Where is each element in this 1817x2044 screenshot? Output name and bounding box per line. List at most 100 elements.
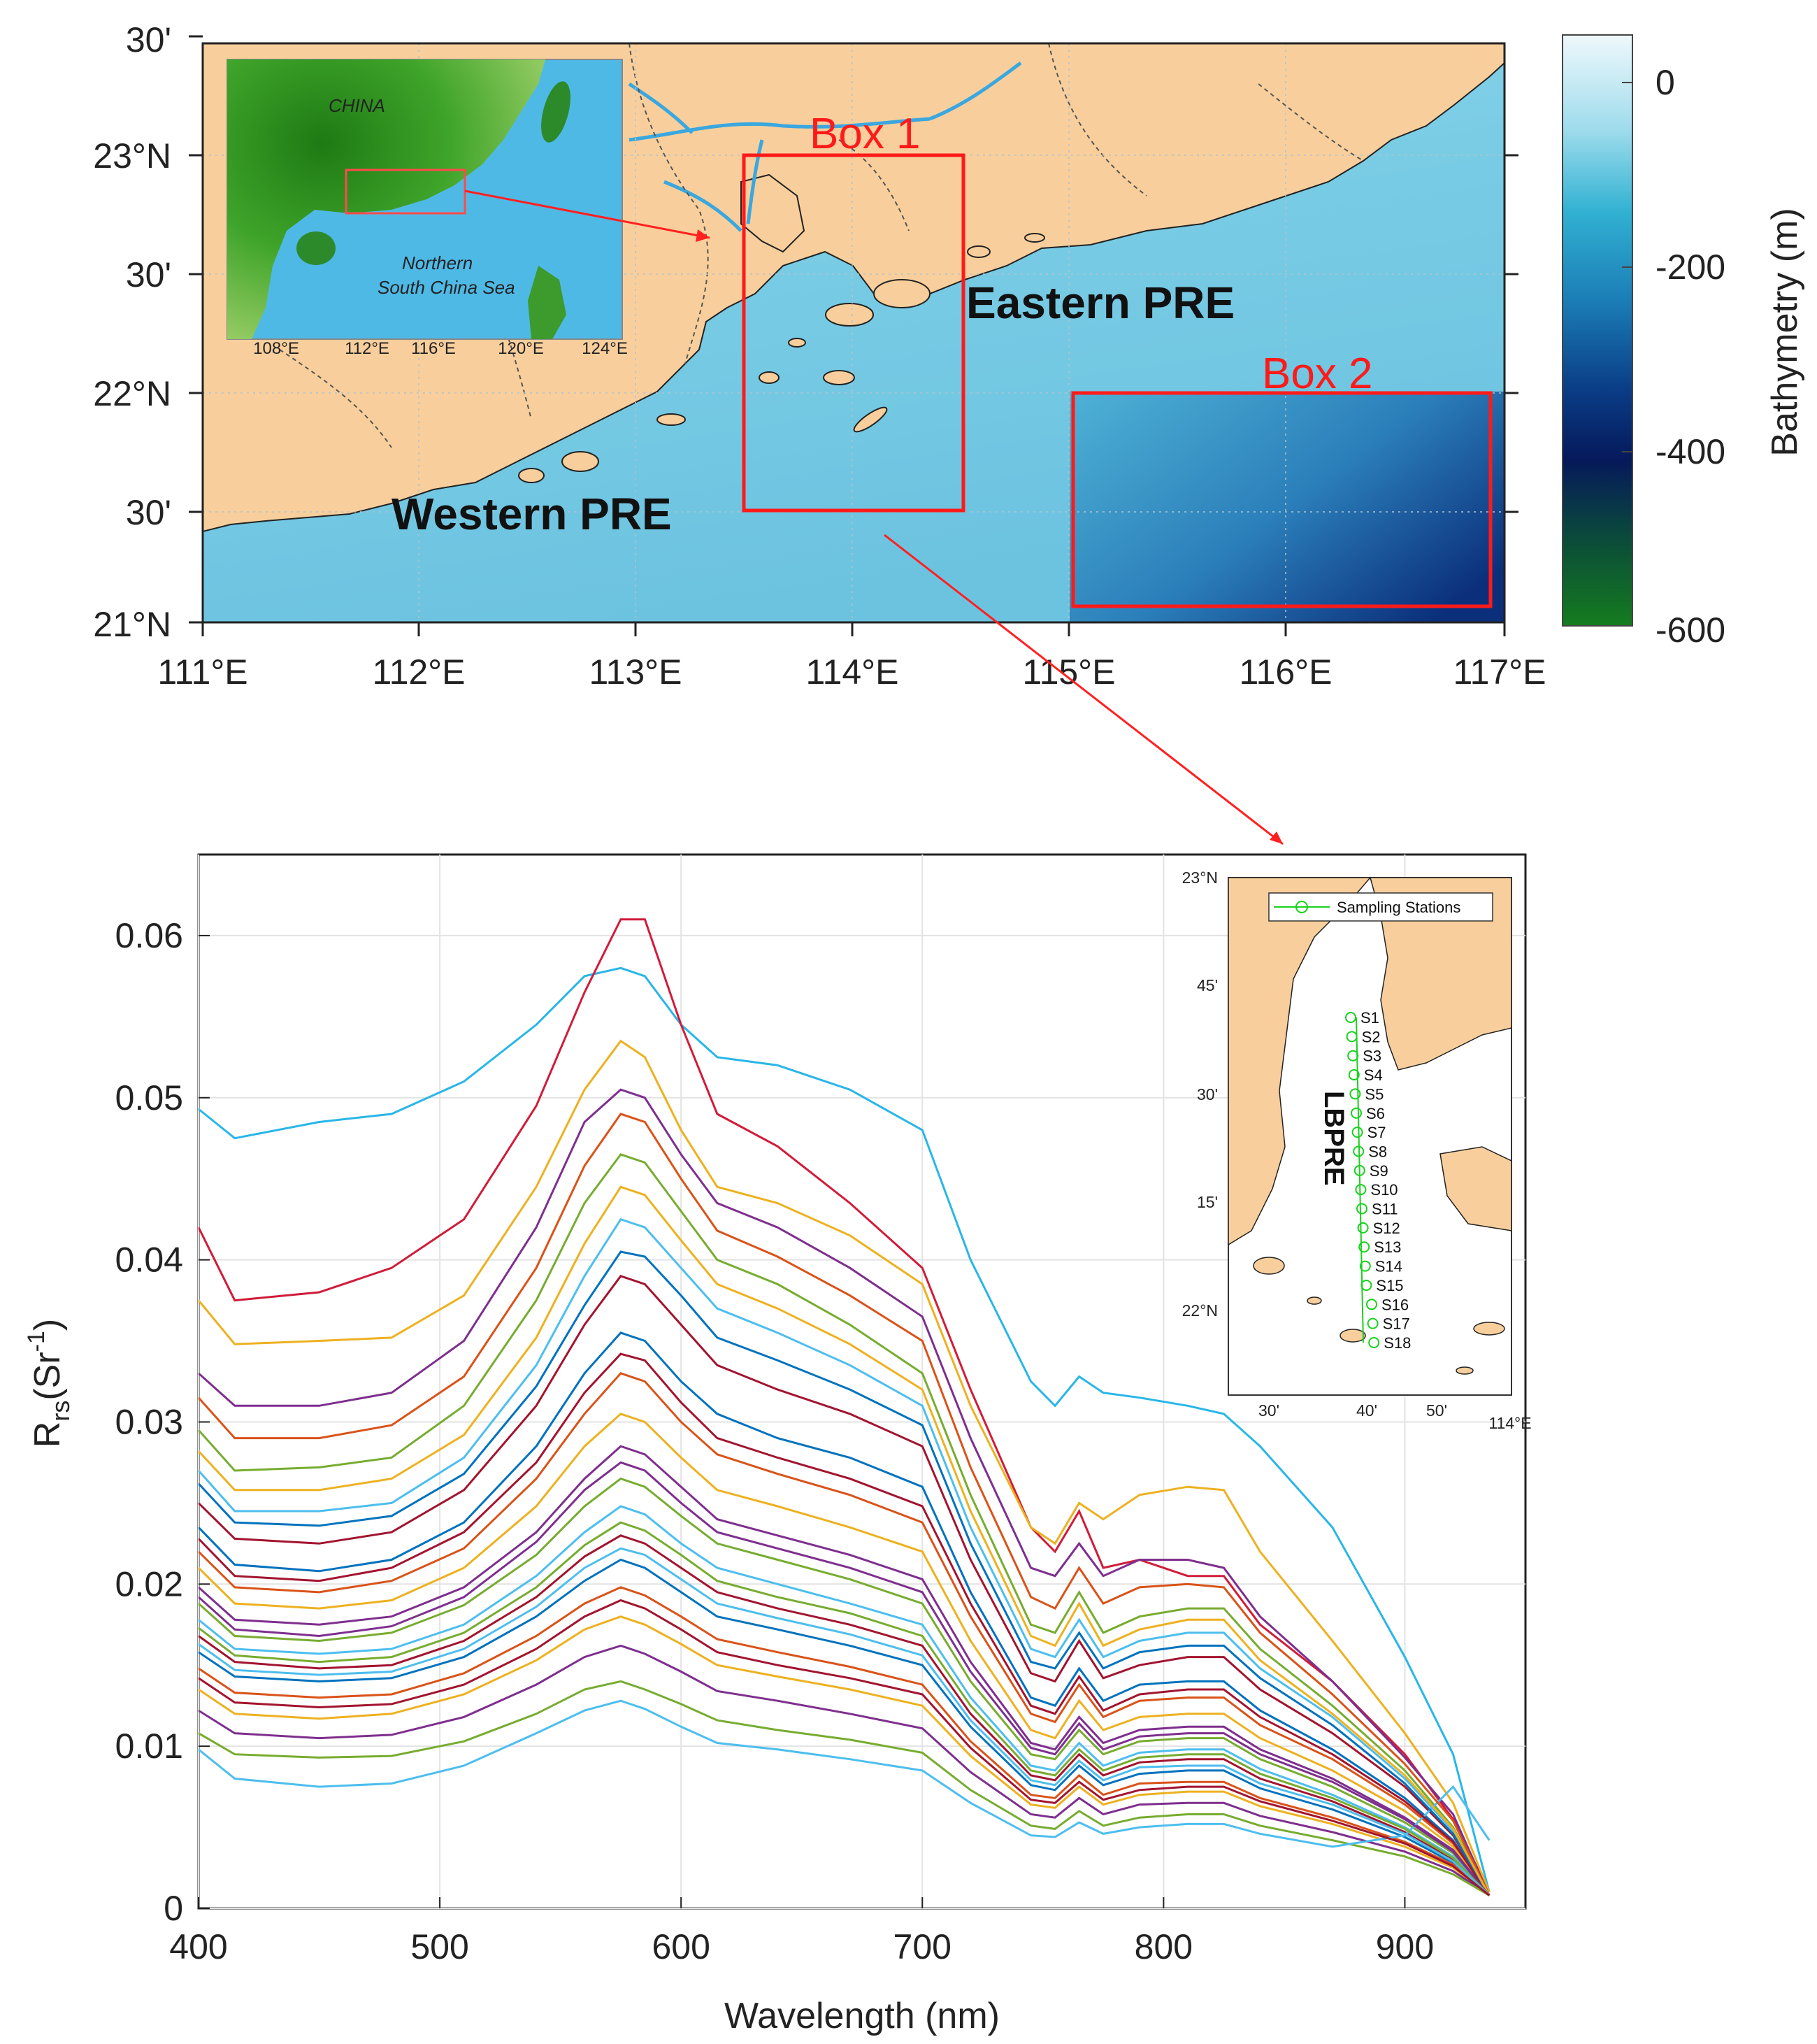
lat-tick-label: 30' bbox=[126, 493, 171, 532]
station-marker bbox=[1359, 1260, 1371, 1272]
station-marker bbox=[1353, 1164, 1365, 1176]
lon-tick-label: 112°E bbox=[372, 652, 465, 692]
spectrum-line bbox=[199, 1699, 1491, 1848]
station-label: S5 bbox=[1365, 1085, 1384, 1103]
y-tick-label: 0.01 bbox=[115, 1727, 183, 1766]
colorbar-tick-label: -600 bbox=[1656, 610, 1725, 650]
spectrum-line bbox=[199, 1547, 1491, 1896]
station-label: S18 bbox=[1384, 1334, 1411, 1352]
deep-water-area bbox=[1070, 392, 1504, 622]
inset2-lat-tick: 30' bbox=[1197, 1085, 1218, 1103]
y-tick-label: 0.02 bbox=[115, 1564, 183, 1603]
station-marker bbox=[1356, 1203, 1367, 1215]
islands bbox=[518, 233, 1045, 483]
spectrum-line bbox=[199, 1275, 1491, 1896]
colorbar-tick-label: 0 bbox=[1656, 63, 1675, 102]
box-2 bbox=[1071, 391, 1493, 608]
inset-sea-label: South China Sea bbox=[378, 277, 515, 298]
x-tick-label: 600 bbox=[652, 1927, 710, 1966]
inset2-lon-tick: 50' bbox=[1426, 1401, 1447, 1420]
station-label: S6 bbox=[1366, 1105, 1385, 1122]
station-label: S1 bbox=[1360, 1009, 1379, 1027]
spectrum-line bbox=[199, 1250, 1491, 1896]
spectrum-line bbox=[199, 918, 1491, 1893]
map-frame bbox=[201, 42, 1506, 624]
station-label: S15 bbox=[1376, 1277, 1403, 1294]
legend-label: Sampling Stations bbox=[1337, 899, 1460, 916]
inset2-lon-tick: 114°E bbox=[1488, 1414, 1531, 1432]
lat-tick-label: 30' bbox=[126, 255, 171, 294]
inset-lon-tick: 108°E bbox=[253, 339, 299, 358]
lon-tick-label: 113°E bbox=[589, 652, 682, 692]
station-marker bbox=[1353, 1145, 1365, 1157]
x-axis-title: Wavelength (nm) bbox=[724, 1996, 1000, 2036]
inset-taiwan bbox=[541, 81, 570, 143]
spectrum-line bbox=[199, 1615, 1491, 1896]
spectra-lines bbox=[199, 918, 1491, 1896]
plot-ticks: 400 500 600 700 800 900 0 0.01 0.02 0.03 0.04 0.05 0… bbox=[115, 916, 1435, 1966]
inset2-lat-tick: 15' bbox=[1197, 1193, 1218, 1211]
inset-arrow bbox=[464, 190, 710, 239]
station-inset-land-east bbox=[1370, 877, 1512, 1071]
lbpre-label: LBPRE bbox=[1319, 1091, 1349, 1186]
colorbar: 0 -200 -400 -600 Bathymetry (m) bbox=[1562, 34, 1805, 650]
bathymetry-map: Box 1 Box 2 Eastern PRE Western PRE 30' … bbox=[93, 20, 1546, 845]
lon-tick-label: 116°E bbox=[1239, 652, 1332, 692]
spectrum-line bbox=[199, 1445, 1491, 1896]
inset2-lat-tick: 23°N bbox=[1182, 869, 1218, 887]
lon-tick-label: 111°E bbox=[157, 652, 247, 692]
lat-tick-label: 22°N bbox=[93, 374, 171, 413]
station-label: S14 bbox=[1375, 1258, 1402, 1275]
x-tick-label: 500 bbox=[410, 1927, 468, 1966]
spectrum-line bbox=[199, 1521, 1491, 1896]
station-marker bbox=[1349, 1088, 1361, 1100]
inset-arrow-head bbox=[696, 229, 710, 242]
spectrum-line bbox=[199, 1461, 1491, 1896]
station-label: S13 bbox=[1374, 1238, 1401, 1256]
station-label: S4 bbox=[1364, 1066, 1383, 1084]
spectrum-line bbox=[199, 1217, 1491, 1896]
spectrum-line bbox=[199, 1153, 1491, 1896]
spectrum-line bbox=[199, 1372, 1491, 1896]
inset2-lat-tick: 45' bbox=[1197, 976, 1218, 994]
y-tick-label: 0.03 bbox=[115, 1402, 183, 1441]
spectrum-line bbox=[199, 1586, 1491, 1896]
lat-tick-label: 30' bbox=[126, 20, 171, 59]
station-label: S17 bbox=[1383, 1315, 1410, 1333]
station-marker bbox=[1346, 1031, 1358, 1043]
zoom-arrow bbox=[884, 534, 1284, 845]
rivers bbox=[628, 61, 1022, 232]
western-pre-label: Western PRE bbox=[392, 489, 672, 539]
inset-luzon bbox=[528, 266, 566, 339]
lon-tick-label: 114°E bbox=[805, 652, 898, 692]
y-tick-label: 0.04 bbox=[115, 1241, 183, 1280]
zoom-arrow-head bbox=[1270, 831, 1283, 844]
colorbar-tick-label: -200 bbox=[1656, 248, 1725, 287]
spectrum-line bbox=[199, 1558, 1491, 1896]
lon-tick-label: 117°E bbox=[1453, 652, 1546, 692]
spectrum-line bbox=[199, 1331, 1491, 1896]
colorbar-tick-label: -400 bbox=[1656, 432, 1725, 471]
x-tick-label: 800 bbox=[1135, 1927, 1193, 1966]
spectrum-line bbox=[199, 1534, 1491, 1896]
box-1 bbox=[742, 153, 965, 513]
x-tick-label: 400 bbox=[169, 1927, 227, 1966]
inset2-lon-tick: 30' bbox=[1258, 1401, 1279, 1420]
station-marker bbox=[1345, 1012, 1356, 1023]
lat-tick-label: 23°N bbox=[93, 136, 171, 176]
spectrum-line bbox=[199, 1599, 1491, 1896]
station-label: S9 bbox=[1370, 1162, 1388, 1180]
station-marker bbox=[1358, 1241, 1370, 1253]
spectrum-line bbox=[199, 1644, 1491, 1896]
spectrum-line bbox=[199, 1505, 1491, 1896]
station-label: S10 bbox=[1370, 1181, 1398, 1199]
station-label: S16 bbox=[1381, 1296, 1409, 1313]
inset-lon-tick: 120°E bbox=[498, 339, 544, 358]
station-label: S12 bbox=[1373, 1220, 1400, 1237]
station-marker bbox=[1368, 1337, 1380, 1348]
map-frame-ticks bbox=[189, 35, 1518, 636]
lat-tick-label: 21°N bbox=[93, 605, 171, 644]
spectrum-line bbox=[199, 1113, 1491, 1896]
inset2-lon-tick: 40' bbox=[1356, 1401, 1377, 1420]
